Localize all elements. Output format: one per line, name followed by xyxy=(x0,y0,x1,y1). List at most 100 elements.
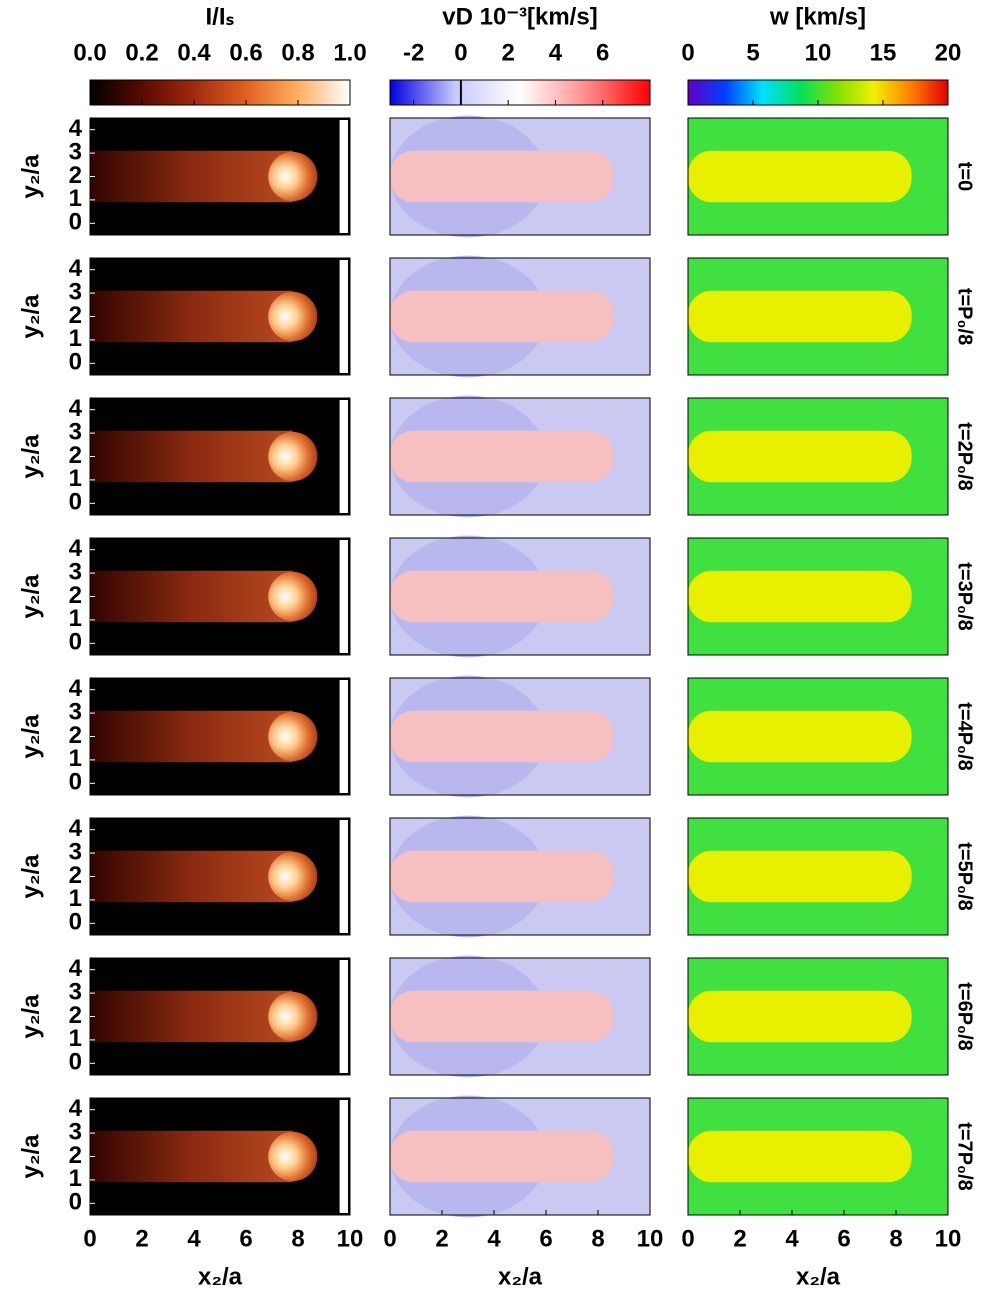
colorbar-tick-label: 1.0 xyxy=(333,39,366,66)
panel-frame xyxy=(687,397,949,516)
y-tick-label: 1 xyxy=(69,885,82,912)
x-tick-label: 10 xyxy=(337,1225,364,1252)
panel-frame xyxy=(687,1097,949,1216)
jet-region xyxy=(688,570,912,623)
emission-band xyxy=(90,710,293,763)
x-tick-label: 10 xyxy=(935,1225,962,1252)
x-axis-label: x₂/a xyxy=(498,1263,543,1290)
emission-band xyxy=(90,850,293,903)
edge-strip xyxy=(339,680,348,793)
colorbar-tick-label: 10 xyxy=(805,39,832,66)
edge-strip xyxy=(339,540,348,653)
colorbar xyxy=(389,79,651,106)
y-tick-label: 0 xyxy=(69,209,82,236)
y-tick-label: 0 xyxy=(69,349,82,376)
x-tick-label: 2 xyxy=(135,1225,148,1252)
panel-frame xyxy=(389,257,651,376)
colorbar-tick-label: 0.4 xyxy=(177,39,211,66)
row-label: t=7P₀/8 xyxy=(954,1122,976,1191)
y-tick-label: 0 xyxy=(69,769,82,796)
emission-band xyxy=(90,290,293,343)
y-tick-label: 4 xyxy=(69,815,83,842)
jet-region xyxy=(390,990,614,1043)
colorbar-tick-label: 0.6 xyxy=(229,39,262,66)
star xyxy=(268,991,318,1042)
panel-frame xyxy=(389,117,651,236)
jet-region xyxy=(390,850,614,903)
colorbar-tick-label: 0.2 xyxy=(125,39,158,66)
colorbar-tick-label: 15 xyxy=(870,39,897,66)
star xyxy=(268,711,318,762)
row-label: t=4P₀/8 xyxy=(954,702,976,771)
row-label: t=0 xyxy=(954,162,976,191)
jet-region xyxy=(688,850,912,903)
x-tick-label: 8 xyxy=(591,1225,604,1252)
y-tick-label: 2 xyxy=(69,722,82,749)
x-tick-label: 6 xyxy=(239,1225,252,1252)
row-label: t=3P₀/8 xyxy=(954,562,976,631)
y-tick-label: 0 xyxy=(69,1049,82,1076)
emission-band xyxy=(90,430,293,483)
colorbar xyxy=(687,79,949,106)
y-axis-label: y₂/a xyxy=(17,994,44,1039)
jet-region xyxy=(688,990,912,1043)
y-tick-label: 1 xyxy=(69,1165,82,1192)
y-tick-label: 4 xyxy=(69,535,83,562)
y-tick-label: 4 xyxy=(69,955,83,982)
x-tick-label: 6 xyxy=(539,1225,552,1252)
y-tick-label: 1 xyxy=(69,605,82,632)
y-tick-label: 1 xyxy=(69,185,82,212)
jet-region xyxy=(390,150,614,203)
y-tick-label: 1 xyxy=(69,1025,82,1052)
colorbar-title: vD 10⁻³[km/s] xyxy=(442,3,597,30)
y-tick-label: 2 xyxy=(69,862,82,889)
y-tick-label: 3 xyxy=(69,418,82,445)
colorbar-tick-label: 0.8 xyxy=(281,39,314,66)
edge-strip xyxy=(339,120,348,233)
colorbar-tick-label: 5 xyxy=(746,39,759,66)
colorbar-title: I/Iₛ xyxy=(206,3,235,30)
colorbar-tick-label: 0 xyxy=(454,39,467,66)
x-tick-label: 8 xyxy=(291,1225,304,1252)
y-tick-label: 4 xyxy=(69,255,83,282)
y-tick-label: 1 xyxy=(69,465,82,492)
row-label: t=6P₀/8 xyxy=(954,982,976,1051)
y-tick-label: 4 xyxy=(69,675,83,702)
jet-region xyxy=(688,710,912,763)
y-tick-label: 3 xyxy=(69,978,82,1005)
jet-region xyxy=(688,1130,912,1183)
star xyxy=(268,431,318,482)
panel-frame xyxy=(389,537,651,656)
colorbar-tick-label: 20 xyxy=(935,39,962,66)
x-tick-label: 4 xyxy=(487,1225,501,1252)
panel-frame xyxy=(687,957,949,1076)
y-axis-label: y₂/a xyxy=(17,434,44,479)
colorbar-tick-label: 0.0 xyxy=(73,39,106,66)
y-tick-label: 1 xyxy=(69,745,82,772)
panel-frame xyxy=(687,677,949,796)
y-tick-label: 2 xyxy=(69,582,82,609)
jet-region xyxy=(390,570,614,623)
y-axis-label: y₂/a xyxy=(17,854,44,899)
colorbar xyxy=(89,79,351,106)
emission-band xyxy=(90,1130,293,1183)
panel-frame xyxy=(687,257,949,376)
y-tick-label: 2 xyxy=(69,1002,82,1029)
y-tick-label: 4 xyxy=(69,115,83,142)
x-tick-label: 2 xyxy=(733,1225,746,1252)
y-tick-label: 3 xyxy=(69,698,82,725)
y-tick-label: 4 xyxy=(69,395,83,422)
edge-strip xyxy=(339,260,348,373)
y-tick-label: 3 xyxy=(69,138,82,165)
y-tick-label: 2 xyxy=(69,1142,82,1169)
panel-frame xyxy=(389,957,651,1076)
star xyxy=(268,291,318,342)
star xyxy=(268,1131,318,1182)
x-tick-label: 4 xyxy=(187,1225,201,1252)
colorbar-title: w [km/s] xyxy=(769,3,866,30)
star xyxy=(268,851,318,902)
star xyxy=(268,571,318,622)
x-tick-label: 0 xyxy=(681,1225,694,1252)
